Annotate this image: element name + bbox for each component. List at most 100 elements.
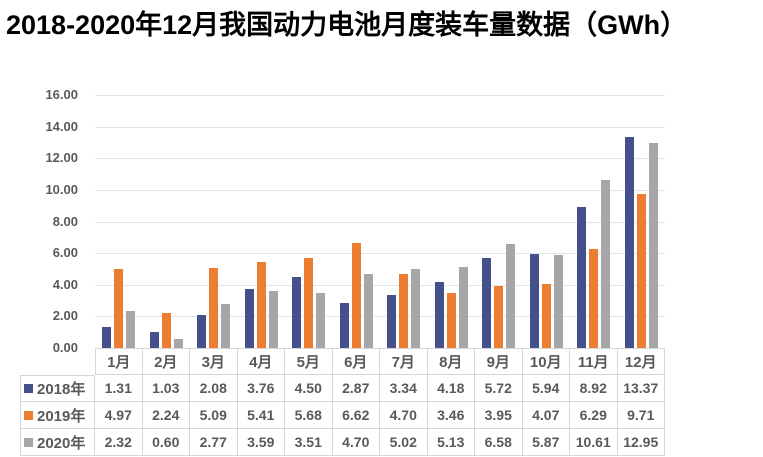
bar-2020年-2月	[173, 338, 183, 348]
y-axis-tick-label: 0.00	[52, 340, 78, 355]
gridline	[95, 126, 665, 128]
value-2018年-12月: 13.37	[617, 375, 665, 402]
month-header-7月: 7月	[380, 348, 428, 375]
bar-2018年-11月	[577, 206, 587, 348]
value-2020年-6月: 4.70	[332, 429, 380, 456]
series-name-text: 2020年	[37, 434, 86, 452]
gridline	[95, 284, 665, 286]
value-2019年-7月: 4.70	[380, 402, 428, 429]
y-axis-tick-label: 10.00	[45, 181, 78, 197]
bar-2018年-9月	[482, 257, 492, 348]
y-axis-tick-label: 6.00	[52, 245, 78, 261]
value-2020年-12月: 12.95	[617, 429, 665, 456]
y-axis-tick-label: 8.00	[52, 213, 78, 229]
month-header-3月: 3月	[190, 348, 238, 375]
value-2018年-11月: 8.92	[570, 375, 618, 402]
gridline	[95, 221, 665, 223]
plot-area	[95, 95, 665, 348]
bar-2018年-12月	[624, 136, 634, 348]
bar-2019年-1月	[114, 269, 124, 348]
data-table: 1月 2月 3月 4月 5月 6月 7月 8月 9月 10月 11月 12月 2018年 1.31 1.03…	[20, 348, 665, 456]
bar-2018年-6月	[339, 302, 349, 348]
table-corner-cell	[20, 348, 95, 375]
y-axis-tick-label: 16.00	[45, 87, 78, 102]
bar-2019年-12月	[636, 194, 646, 348]
bar-2020年-11月	[601, 180, 611, 348]
bar-2020年-4月	[268, 291, 278, 348]
value-2020年-2月: 0.60	[142, 429, 190, 456]
value-2018年-10月: 5.94	[522, 375, 570, 402]
bar-2019年-5月	[304, 258, 314, 348]
value-2018年-2月: 1.03	[142, 375, 190, 402]
month-header-5月: 5月	[285, 348, 333, 375]
series-label-2020年: 2020年	[20, 429, 95, 456]
bar-2018年-1月	[102, 327, 112, 348]
series-label-2018年: 2018年	[20, 375, 95, 402]
y-axis-tick-label: 4.00	[52, 276, 78, 292]
value-2019年-11月: 6.29	[570, 402, 618, 429]
bar-2018年-10月	[529, 254, 539, 348]
bar-2019年-4月	[256, 262, 266, 348]
bar-2019年-11月	[589, 248, 599, 348]
bar-2018年-3月	[197, 315, 207, 348]
value-2018年-3月: 2.08	[190, 375, 238, 402]
value-2019年-9月: 3.95	[475, 402, 523, 429]
value-2019年-8月: 3.46	[427, 402, 475, 429]
value-2020年-7月: 5.02	[380, 429, 428, 456]
legend-swatch-2019年	[24, 410, 33, 420]
bar-2020年-10月	[553, 255, 563, 348]
value-2020年-8月: 5.13	[427, 429, 475, 456]
gridline	[95, 253, 665, 255]
month-header-8月: 8月	[427, 348, 475, 375]
bar-2019年-9月	[494, 285, 504, 348]
month-header-6月: 6月	[332, 348, 380, 375]
value-2020年-10月: 5.87	[522, 429, 570, 456]
gridline	[95, 189, 665, 191]
bar-2019年-2月	[161, 312, 171, 348]
value-2018年-6月: 2.87	[332, 375, 380, 402]
value-2020年-9月: 6.58	[475, 429, 523, 456]
y-axis-tick-label: 2.00	[52, 308, 78, 324]
month-header-12月: 12月	[617, 348, 665, 375]
bar-2020年-6月	[363, 273, 373, 348]
series-name-text: 2018年	[37, 381, 86, 398]
value-2018年-8月: 4.18	[427, 375, 475, 402]
value-2018年-5月: 4.50	[285, 375, 333, 402]
legend-swatch-2018年	[24, 384, 33, 393]
month-header-9月: 9月	[475, 348, 523, 375]
bar-2020年-3月	[221, 304, 231, 348]
bar-2019年-3月	[209, 267, 219, 348]
value-2019年-3月: 5.09	[190, 402, 238, 429]
value-2020年-11月: 10.61	[570, 429, 618, 456]
month-header-10月: 10月	[522, 348, 570, 375]
value-2018年-9月: 5.72	[475, 375, 523, 402]
gridline	[95, 95, 665, 96]
bar-2020年-9月	[506, 243, 516, 348]
gridline	[95, 158, 665, 160]
bar-2019年-8月	[446, 293, 456, 348]
y-axis-tick-label: 14.00	[45, 118, 78, 134]
value-2020年-1月: 2.32	[95, 429, 143, 456]
bar-2018年-4月	[244, 288, 254, 348]
bar-2018年-7月	[387, 295, 397, 348]
month-header-11月: 11月	[570, 348, 618, 375]
month-header-1月: 1月	[95, 348, 143, 375]
bar-2020年-1月	[126, 311, 136, 348]
value-2019年-4月: 5.41	[237, 402, 285, 429]
legend-swatch-2020年	[24, 437, 33, 447]
bar-2018年-5月	[292, 276, 302, 348]
value-2020年-4月: 3.59	[237, 429, 285, 456]
value-2018年-1月: 1.31	[95, 375, 143, 402]
bar-2018年-2月	[149, 331, 159, 348]
series-label-2019年: 2019年	[20, 402, 95, 429]
value-2019年-5月: 5.68	[285, 402, 333, 429]
value-2018年-4月: 3.76	[237, 375, 285, 402]
bar-2020年-7月	[411, 268, 421, 348]
value-2019年-12月: 9.71	[617, 402, 665, 429]
value-2020年-5月: 3.51	[285, 429, 333, 456]
value-2018年-7月: 3.34	[380, 375, 428, 402]
bar-2020年-12月	[648, 143, 658, 348]
value-2019年-1月: 4.97	[95, 402, 143, 429]
bar-2018年-8月	[434, 281, 444, 348]
